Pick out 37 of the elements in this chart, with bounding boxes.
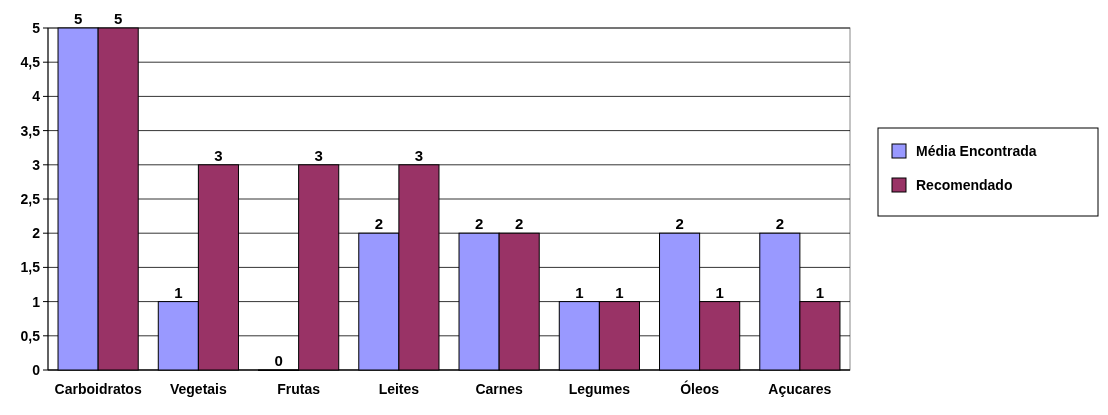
y-tick-label: 4: [32, 88, 41, 105]
data-label: 3: [214, 146, 223, 164]
x-tick-label: Carboidratos: [54, 381, 142, 397]
y-tick-label: 2,5: [20, 190, 41, 207]
data-label: 1: [575, 283, 584, 301]
y-tick-label: 4,5: [20, 54, 41, 71]
y-tick-label: 0,5: [20, 327, 41, 344]
y-tick-label: 3: [32, 156, 41, 173]
data-label: 0: [274, 352, 283, 369]
data-label: 3: [414, 146, 424, 164]
x-tick-label: Leites: [378, 381, 420, 397]
y-tick-label: 0: [32, 361, 41, 378]
x-tick-label: Frutas: [277, 381, 321, 397]
y-tick-label: 5: [32, 19, 41, 36]
y-tick-label: 3,5: [20, 122, 41, 139]
data-label: 5: [73, 10, 83, 27]
y-tick-label: 2: [32, 225, 41, 242]
data-label: 1: [615, 283, 624, 301]
y-tick-label: 1,5: [20, 259, 41, 276]
x-tick-label: Carnes: [475, 381, 524, 397]
data-label: 2: [374, 215, 383, 233]
data-label: 2: [775, 215, 784, 233]
x-tick-label: Açucares: [768, 381, 832, 397]
data-label: 1: [815, 283, 825, 301]
data-label: 3: [314, 146, 323, 164]
data-label: 1: [174, 283, 183, 301]
data-label: 2: [515, 215, 524, 233]
x-tick-label: Legumes: [568, 381, 631, 397]
data-label: 1: [715, 283, 724, 301]
legend-label: Recomendado: [916, 176, 1013, 193]
data-label: 2: [675, 215, 684, 233]
data-label: 5: [114, 10, 123, 27]
legend-label: Média Encontrada: [916, 142, 1037, 159]
y-tick-label: 1: [32, 293, 41, 310]
data-label: 2: [474, 215, 484, 233]
x-tick-label: Óleos: [680, 380, 720, 397]
x-tick-label: Vegetais: [169, 381, 227, 397]
